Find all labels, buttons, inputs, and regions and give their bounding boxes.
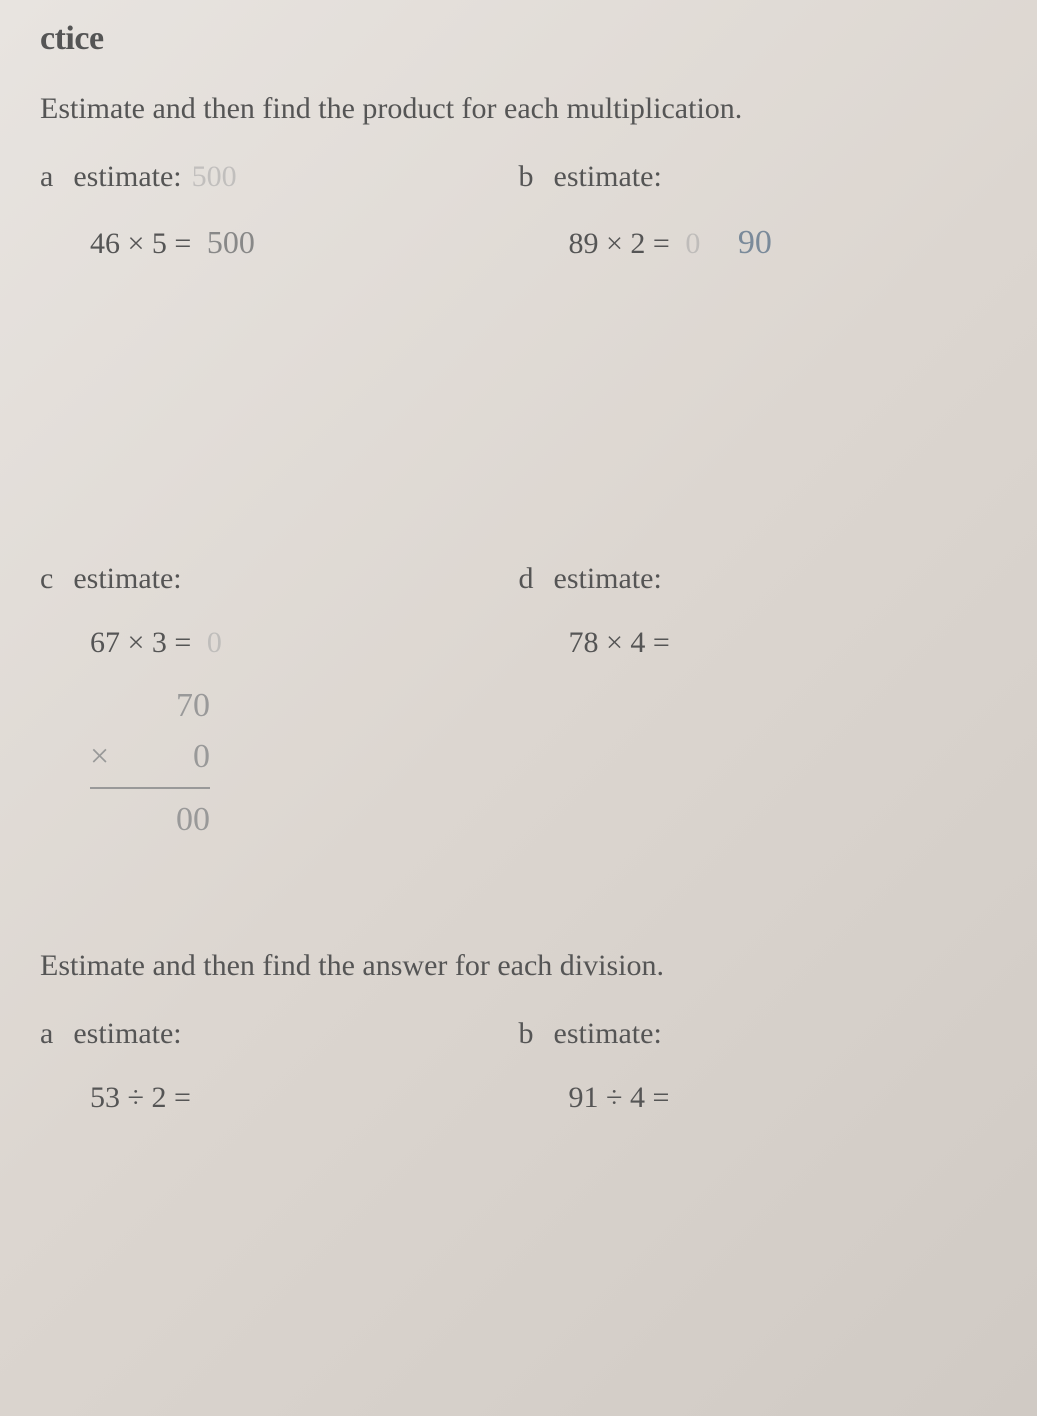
problem-a-estimate-value: 500 bbox=[192, 160, 237, 194]
work-line-2: × 0 bbox=[90, 731, 210, 782]
problem-b-equation-text: 89 × 2 = bbox=[569, 227, 670, 260]
problem-a-equation-text: 46 × 5 = bbox=[90, 227, 191, 260]
problem-c: c estimate: 67 × 3 = 0 70 × 0 00 bbox=[40, 562, 519, 845]
page-header: ctice bbox=[40, 20, 997, 58]
problem-2b-equation: 91 ÷ 4 = bbox=[569, 1081, 978, 1115]
problem-a: a estimate: 500 46 × 5 = 500 bbox=[40, 160, 519, 262]
problem-2b-estimate-label: estimate: bbox=[554, 1017, 662, 1051]
problem-c-label: c bbox=[40, 562, 53, 596]
work-line-1: 70 bbox=[90, 680, 210, 731]
section2-instruction: Estimate and then find the answer for ea… bbox=[40, 945, 997, 987]
section1-instruction: Estimate and then find the product for e… bbox=[40, 88, 997, 130]
problem-c-equation-text: 67 × 3 = bbox=[90, 626, 191, 659]
problem-b-side-note: 90 bbox=[738, 224, 772, 261]
gap-1 bbox=[40, 282, 997, 562]
problem-d-estimate-label: estimate: bbox=[554, 562, 662, 596]
problem-a-answer: 500 bbox=[207, 224, 255, 260]
worksheet-page: ctice Estimate and then find the product… bbox=[40, 20, 997, 1396]
problem-2b: b estimate: 91 ÷ 4 = bbox=[519, 1017, 998, 1115]
problem-d-equation-text: 78 × 4 = bbox=[569, 626, 670, 659]
problem-2a-label: a bbox=[40, 1017, 53, 1051]
gap-2 bbox=[40, 865, 997, 945]
problem-d-label: d bbox=[519, 562, 534, 596]
work-divider bbox=[90, 787, 210, 789]
problem-row-3: a estimate: 53 ÷ 2 = b estimate: 91 ÷ 4 … bbox=[40, 1017, 997, 1115]
work-result: 00 bbox=[90, 794, 210, 845]
problem-c-estimate-label: estimate: bbox=[73, 562, 181, 596]
problem-a-label: a bbox=[40, 160, 53, 194]
problem-row-1: a estimate: 500 46 × 5 = 500 b estimate:… bbox=[40, 160, 997, 262]
problem-c-equation: 67 × 3 = 0 bbox=[90, 626, 499, 660]
problem-2a-equation-text: 53 ÷ 2 = bbox=[90, 1081, 191, 1114]
problem-d-equation: 78 × 4 = bbox=[569, 626, 978, 660]
problem-d: d estimate: 78 × 4 = bbox=[519, 562, 998, 845]
problem-c-answer: 0 bbox=[207, 626, 222, 659]
problem-b-estimate-label: estimate: bbox=[554, 160, 662, 194]
problem-c-work: 70 × 0 00 bbox=[90, 680, 499, 845]
problem-2a-estimate-label: estimate: bbox=[73, 1017, 181, 1051]
multiply-sign: × bbox=[90, 731, 109, 782]
problem-2b-equation-text: 91 ÷ 4 = bbox=[569, 1081, 670, 1114]
problem-a-estimate-label: estimate: bbox=[73, 160, 181, 194]
problem-a-equation: 46 × 5 = 500 bbox=[90, 224, 499, 261]
problem-b-equation: 89 × 2 = 0 90 bbox=[569, 224, 978, 262]
problem-b-label: b bbox=[519, 160, 534, 194]
problem-b-answer: 0 bbox=[685, 227, 700, 260]
problem-row-2: c estimate: 67 × 3 = 0 70 × 0 00 d estim… bbox=[40, 562, 997, 845]
problem-2a: a estimate: 53 ÷ 2 = bbox=[40, 1017, 519, 1115]
problem-2a-equation: 53 ÷ 2 = bbox=[90, 1081, 499, 1115]
problem-b: b estimate: 89 × 2 = 0 90 bbox=[519, 160, 998, 262]
problem-2b-label: b bbox=[519, 1017, 534, 1051]
work-line-2-value: 0 bbox=[193, 738, 210, 775]
